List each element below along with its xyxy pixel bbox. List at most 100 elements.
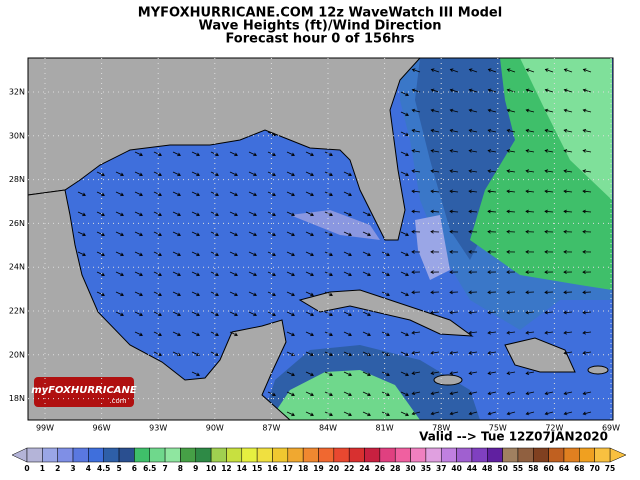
wind-arrow [412, 150, 421, 153]
arrow-head [329, 312, 333, 317]
legend-swatch [440, 447, 457, 463]
wind-arrow [469, 411, 478, 415]
wind-arrow [96, 191, 105, 196]
arrow-head [487, 68, 492, 72]
wind-arrow [343, 211, 352, 216]
arrow-head [506, 128, 511, 133]
wind-arrow [286, 251, 295, 256]
arrow-head [291, 372, 295, 377]
arrow-head [582, 229, 586, 234]
arrow-head [367, 312, 371, 317]
arrow-head [468, 209, 472, 214]
wind-arrow [305, 251, 314, 256]
arrow-head [430, 169, 435, 174]
arrow-head [430, 250, 434, 254]
arrow-head [386, 352, 390, 357]
wind-arrow [526, 391, 535, 395]
wind-arrow [400, 351, 409, 356]
arrow-head [215, 152, 219, 157]
wind-arrow [153, 291, 162, 296]
legend-label: 1 [40, 464, 45, 473]
map-border [27, 57, 614, 421]
lat-label: 20N [9, 350, 25, 359]
arrow-head [544, 169, 549, 174]
wind-arrow [324, 211, 333, 216]
wind-arrow [544, 210, 554, 213]
wind-arrow [564, 391, 573, 395]
arrow-head [525, 371, 530, 375]
wind-arrow [362, 211, 371, 216]
arrow-head [582, 149, 587, 153]
arrow-head [272, 192, 276, 197]
wind-arrow [583, 331, 592, 334]
wind-arrow [381, 251, 390, 256]
arrow-head [329, 232, 333, 237]
subtitle: Wave Heights (ft)/Wind Direction [198, 19, 441, 34]
legend-label: 70 [589, 464, 599, 473]
arrow-head [367, 352, 371, 357]
wind-arrow [469, 331, 478, 334]
wind-arrow [450, 150, 459, 153]
arrow-head [253, 232, 257, 237]
wind-arrow [526, 69, 535, 73]
arrow-head [582, 270, 586, 275]
wind-arrow [324, 191, 333, 196]
wind-arrow [450, 190, 459, 193]
wind-arrow [248, 231, 257, 236]
wind-arrow [115, 311, 124, 316]
arrow-head [487, 169, 492, 174]
wind-arrow [469, 150, 478, 153]
wind-arrow [172, 331, 181, 336]
legend-swatch [548, 447, 565, 463]
arrow-head [367, 392, 371, 397]
wind-arrow [526, 109, 535, 113]
wind-arrow [191, 291, 200, 296]
wind-arrow [400, 151, 409, 156]
wind-arrow [400, 391, 409, 396]
arrow-head [506, 330, 510, 335]
wind-arrow [305, 171, 314, 176]
wind-arrow [400, 131, 409, 136]
arrow-head [386, 252, 390, 257]
arrow-head [449, 391, 454, 396]
arrow-head [506, 189, 510, 194]
legend-label: 8 [178, 464, 183, 473]
wind-arrow [412, 331, 421, 334]
arrow-head [405, 392, 409, 397]
arrow-head [405, 152, 409, 157]
arrow-head [430, 290, 434, 295]
arrow-head [430, 229, 434, 234]
arrow-head [506, 371, 511, 375]
wind-arrow [191, 311, 200, 316]
legend-swatch [195, 447, 212, 463]
lon-label: 69W [602, 424, 620, 433]
wind-arrow [431, 351, 440, 354]
arrow-head [487, 189, 491, 194]
legend-swatch [88, 447, 104, 463]
arrow-head [291, 392, 295, 397]
arrow-head [468, 290, 472, 295]
wind-arrow [469, 351, 478, 354]
arrow-head [234, 312, 238, 317]
wind-arrow [229, 231, 238, 236]
arrow-head [411, 270, 415, 275]
wind-arrow [286, 271, 295, 276]
wind-arrow [488, 371, 497, 374]
arrow-head [253, 312, 257, 317]
wind-arrow [469, 170, 478, 173]
wind-arrow [248, 211, 257, 216]
wind-arrow [450, 170, 459, 173]
wind-arrow [324, 351, 333, 356]
wind-arrow [305, 231, 314, 236]
arrow-head [506, 250, 510, 254]
arrow-head [563, 169, 568, 174]
arrow-head [449, 189, 453, 194]
arrow-head [430, 270, 434, 275]
wind-arrow [525, 210, 535, 213]
wind-arrow [362, 371, 371, 376]
legend-label: 9 [193, 464, 198, 473]
arrow-head [582, 88, 587, 93]
wind-arrow [286, 371, 295, 376]
legend-swatch [502, 447, 519, 463]
wind-arrow [431, 129, 440, 133]
